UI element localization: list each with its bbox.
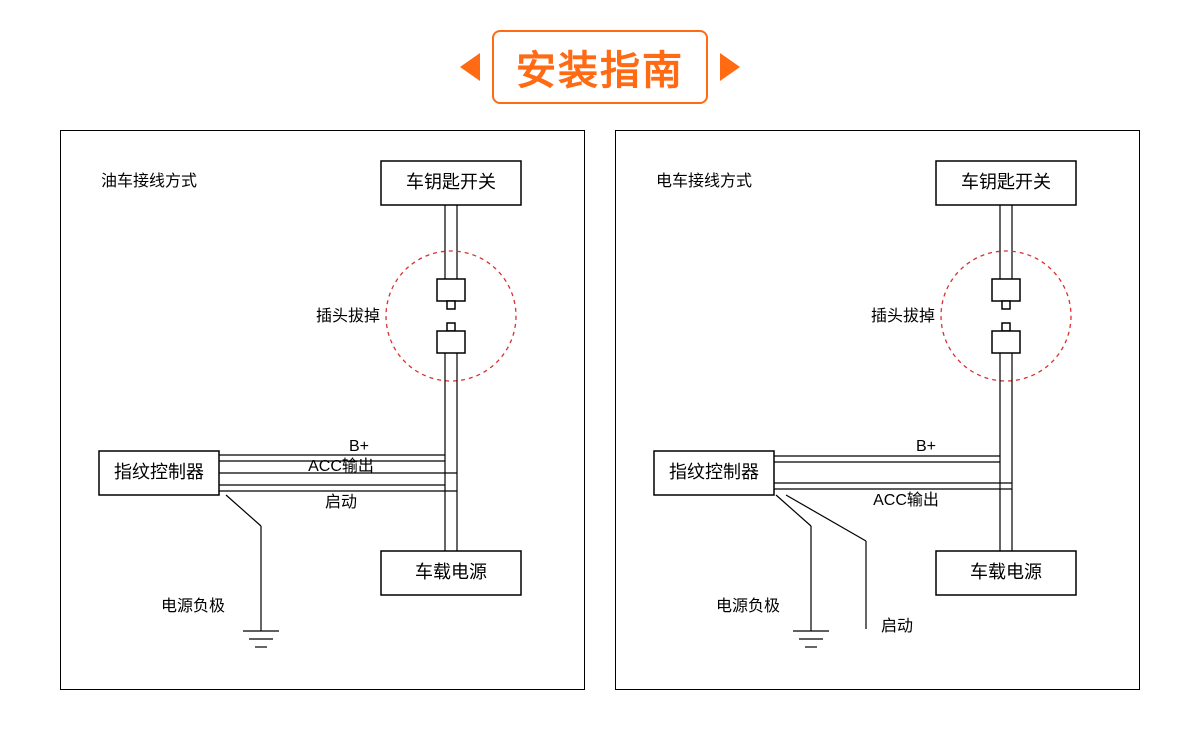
panel-ev: 电车接线方式 车钥匙开关 插头拔掉 指纹控制器 B+ <box>615 130 1140 690</box>
plug-highlight-circle <box>386 251 516 381</box>
triangle-right-icon <box>720 53 740 81</box>
panel-oil: 油车接线方式 车钥匙开关 插头拔掉 <box>60 130 585 690</box>
wire-ground <box>226 495 261 526</box>
neg-pole-label: 电源负极 <box>161 597 225 615</box>
node-power-label: 车载电源 <box>970 562 1042 582</box>
wire-label-acc: ACC输出 <box>308 457 374 475</box>
triangle-left-icon <box>460 53 480 81</box>
wire-label-acc: ACC输出 <box>873 491 939 509</box>
node-key-switch-label: 车钥匙开关 <box>961 172 1051 192</box>
diagram-panels: 油车接线方式 车钥匙开关 插头拔掉 <box>60 130 1140 690</box>
panel-caption: 电车接线方式 <box>656 172 752 190</box>
plug-top-icon <box>437 279 465 309</box>
plug-note-label: 插头拔掉 <box>316 307 380 325</box>
title-banner: 安装指南 <box>460 30 740 104</box>
node-controller-label: 指纹控制器 <box>114 462 204 482</box>
neg-pole-label: 电源负极 <box>716 597 780 615</box>
node-key-switch-label: 车钥匙开关 <box>406 172 496 192</box>
plug-highlight-circle <box>941 251 1071 381</box>
plug-top-icon <box>992 279 1020 309</box>
page-title: 安装指南 <box>492 30 708 104</box>
wire-start <box>786 495 866 541</box>
wire-label-bplus: B+ <box>916 438 936 455</box>
plug-bottom-icon <box>437 323 465 353</box>
ground-icon <box>243 631 279 647</box>
diagram-oil: 油车接线方式 车钥匙开关 插头拔掉 <box>61 131 586 691</box>
wire-label-bplus: B+ <box>349 438 369 455</box>
node-controller-label: 指纹控制器 <box>669 462 759 482</box>
wire-label-start: 启动 <box>881 617 913 635</box>
panel-caption: 油车接线方式 <box>101 172 197 190</box>
ground-icon <box>793 631 829 647</box>
plug-note-label: 插头拔掉 <box>871 307 935 325</box>
diagram-ev: 电车接线方式 车钥匙开关 插头拔掉 指纹控制器 B+ <box>616 131 1141 691</box>
node-power-label: 车载电源 <box>415 562 487 582</box>
wire-label-start: 启动 <box>325 493 357 511</box>
plug-bottom-icon <box>992 323 1020 353</box>
